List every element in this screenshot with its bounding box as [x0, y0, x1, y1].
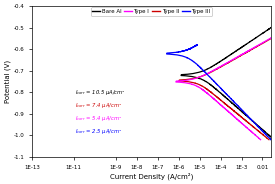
Text: I$_{corr}$ = 10.5 μA/cm²: I$_{corr}$ = 10.5 μA/cm²	[75, 88, 126, 97]
Text: I$_{corr}$ = 2.5 μA/cm²: I$_{corr}$ = 2.5 μA/cm²	[75, 127, 123, 136]
X-axis label: Current Density (A/cm²): Current Density (A/cm²)	[110, 172, 193, 180]
Text: I$_{corr}$ = 7.4 μA/cm²: I$_{corr}$ = 7.4 μA/cm²	[75, 101, 123, 110]
Text: I$_{corr}$ = 5.4 μA/cm²: I$_{corr}$ = 5.4 μA/cm²	[75, 114, 123, 123]
Y-axis label: Potential (V): Potential (V)	[4, 60, 11, 103]
Legend: Bare Al, Type I, Type II, Type III: Bare Al, Type I, Type II, Type III	[90, 7, 212, 16]
